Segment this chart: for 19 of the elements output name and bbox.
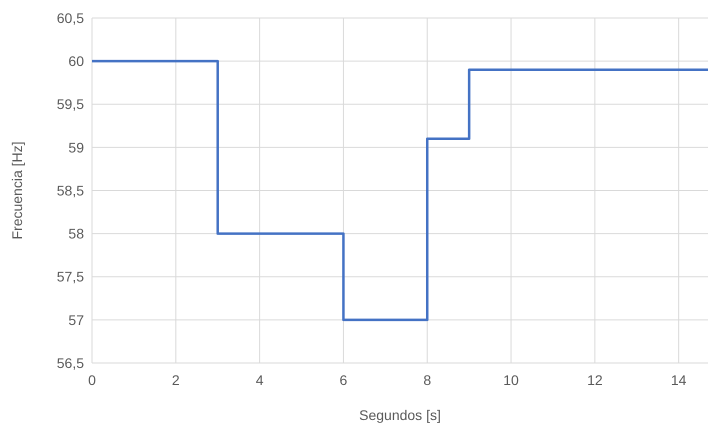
x-axis-title: Segundos [s]: [359, 407, 441, 423]
x-tick-label: 12: [587, 372, 603, 388]
x-tick-label: 10: [503, 372, 520, 388]
x-tick-label: 14: [670, 372, 687, 388]
x-tick-label: 8: [423, 372, 432, 388]
y-tick-label: 57,5: [56, 268, 84, 285]
y-tick-label: 59,5: [56, 96, 84, 112]
y-tick-label: 58: [68, 226, 84, 242]
y-tick-label: 56,5: [56, 354, 84, 371]
x-tick-label: 0: [88, 372, 96, 388]
x-tick-label: 6: [340, 372, 348, 388]
y-tick-label: 58,5: [56, 182, 84, 198]
y-tick-label: 57: [68, 312, 84, 328]
y-tick-label: 60,5: [56, 10, 84, 26]
x-tick-label: 4: [256, 372, 264, 388]
y-axis-title: Frecuencia [Hz]: [9, 141, 25, 240]
y-tick-label: 59: [68, 139, 84, 156]
y-tick-label: 60: [68, 53, 84, 70]
x-tick-label: 2: [172, 372, 180, 388]
